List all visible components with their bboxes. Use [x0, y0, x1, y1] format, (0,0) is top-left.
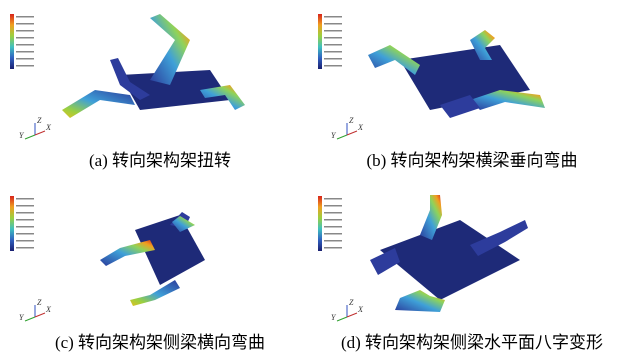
axis-label: Z	[37, 298, 42, 307]
axis-label: Y	[19, 131, 25, 140]
axis-label: Z	[37, 116, 42, 125]
axis-label: X	[45, 123, 52, 132]
axis-label: X	[357, 305, 364, 314]
axis-line	[347, 131, 357, 135]
panel-c	[10, 196, 205, 306]
panel-b	[318, 14, 545, 118]
axis-line	[347, 313, 357, 317]
figure: (a) 转向架构架扭转 Z Y X (b) 转向架构架横梁垂向弯曲 Z Y X (c) 转向架构…	[0, 0, 630, 357]
caption: (d) 转向架构架侧梁水平面八字变形	[341, 333, 603, 352]
axis-line	[35, 313, 45, 317]
axis-label: Y	[19, 313, 25, 322]
panel-d	[318, 195, 528, 312]
axis-label: Y	[331, 131, 337, 140]
caption: (b) 转向架构架横梁垂向弯曲	[366, 151, 577, 170]
axis-label: Y	[331, 313, 337, 322]
caption: (a) 转向架构架扭转	[89, 151, 231, 170]
axis-line	[35, 131, 45, 135]
axis-line	[25, 135, 35, 139]
axis-label: X	[357, 123, 364, 132]
axis-line	[337, 317, 347, 321]
axis-label: X	[45, 305, 52, 314]
axis-line	[337, 135, 347, 139]
axis-label: Z	[349, 116, 354, 125]
axis-line	[25, 317, 35, 321]
caption: (c) 转向架构架侧梁横向弯曲	[55, 333, 265, 352]
axis-label: Z	[349, 298, 354, 307]
panel-a	[10, 14, 245, 118]
